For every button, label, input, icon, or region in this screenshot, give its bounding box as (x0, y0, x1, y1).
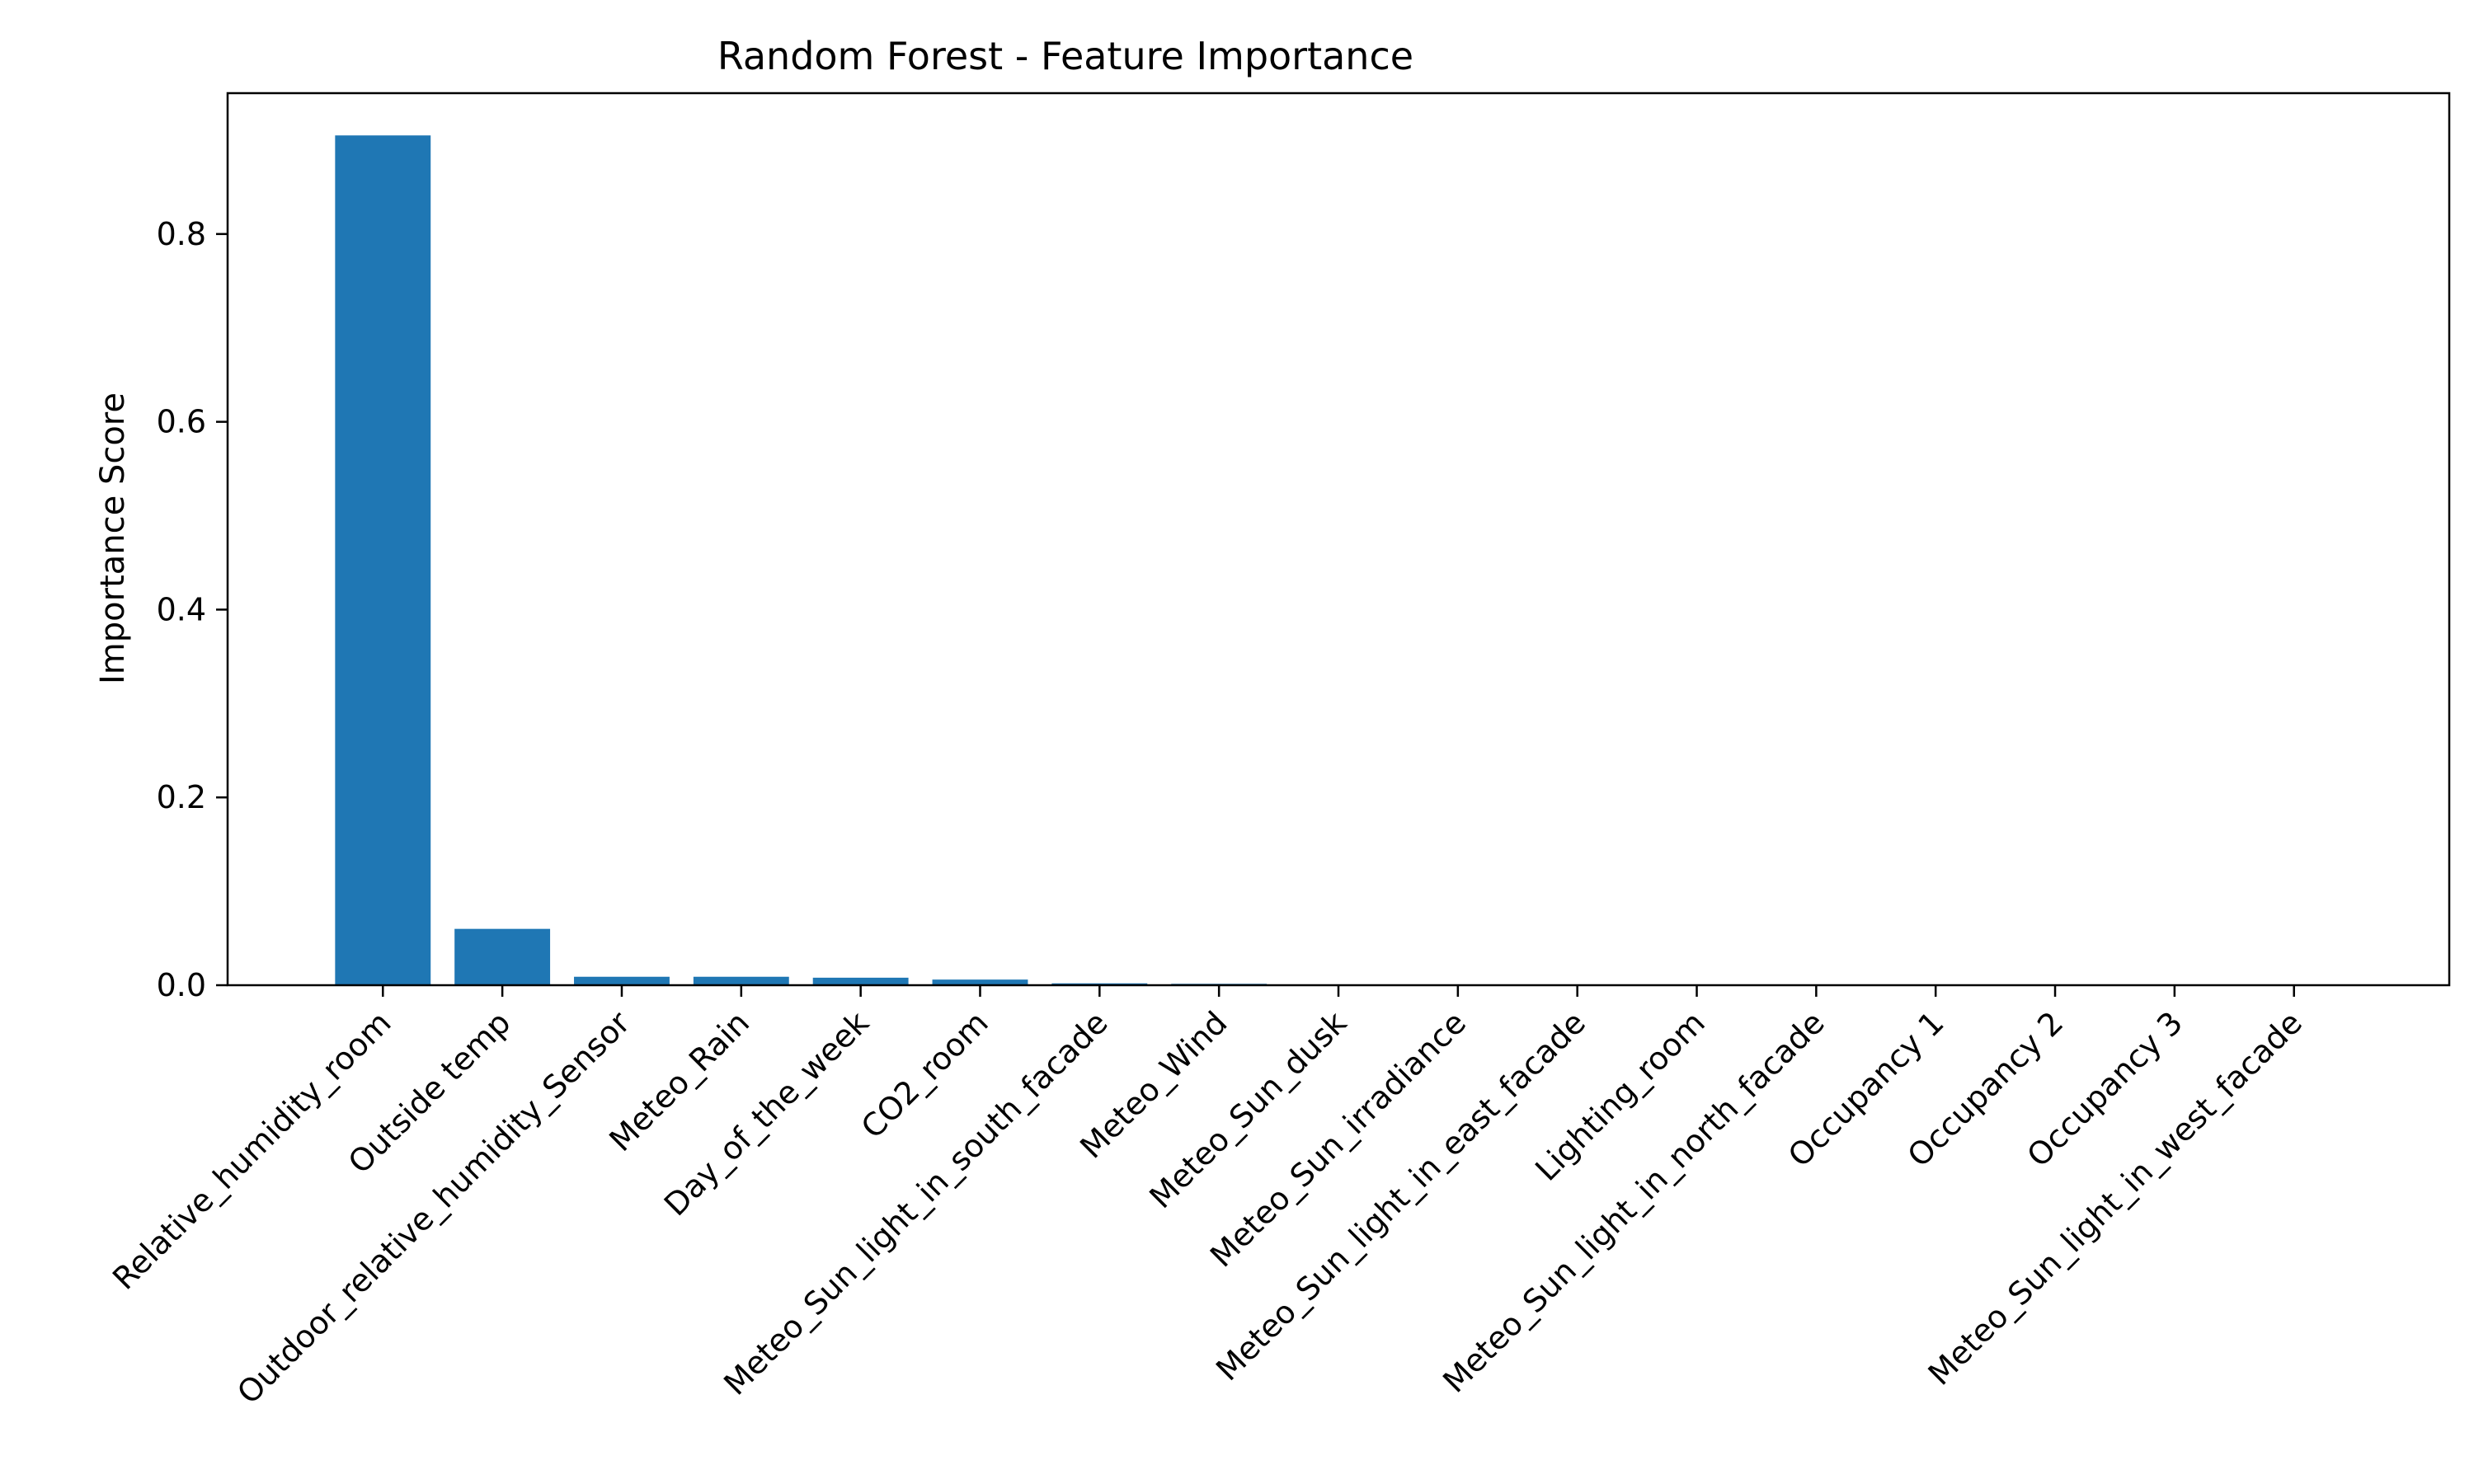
y-axis: 0.0 0.2 0.4 0.6 0.8 (157, 216, 228, 1003)
y-axis-label: Importance Score (94, 392, 132, 684)
bars-group (335, 135, 2342, 985)
bar-5 (932, 979, 1028, 985)
plot-frame (226, 92, 2451, 987)
x-tick-label-4: Day_of_the_week (657, 1004, 876, 1223)
bar-2 (574, 976, 670, 985)
bar-0 (335, 135, 431, 985)
bar-4 (812, 977, 909, 985)
y-tick-label-2: 0.4 (157, 591, 206, 627)
y-tick-label-4: 0.8 (157, 216, 206, 252)
y-tick-label-1: 0.2 (157, 779, 206, 815)
bar-1 (454, 928, 551, 985)
chart-title: Random Forest - Feature Importance (717, 34, 1413, 78)
x-tick-label-8: Meteo_Sun_dusk (1142, 1004, 1353, 1215)
bar-3 (693, 976, 789, 985)
y-tick-label-0: 0.0 (157, 967, 206, 1003)
y-tick-label-3: 0.6 (157, 404, 206, 440)
